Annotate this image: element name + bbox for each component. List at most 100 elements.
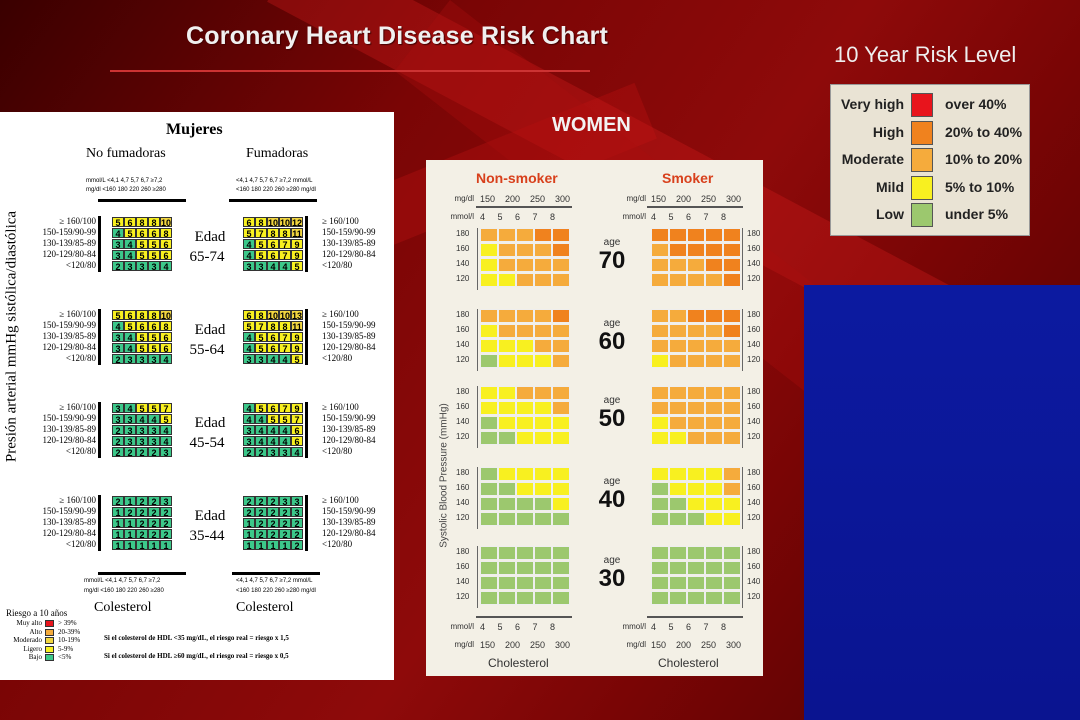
axis-tick-label: 200 bbox=[505, 640, 521, 650]
risk-cell bbox=[534, 386, 552, 400]
risk-cell: 2 bbox=[291, 529, 303, 540]
risk-cell: 3 bbox=[112, 343, 124, 354]
axis-tick-label: 4 bbox=[651, 622, 657, 632]
axis-tick-label: 6 bbox=[686, 622, 692, 632]
risk-cell: 5 bbox=[136, 403, 148, 414]
risk-cell bbox=[651, 546, 669, 560]
risk-cell bbox=[723, 228, 741, 242]
risk-cell: 3 bbox=[279, 496, 291, 507]
risk-cell bbox=[687, 591, 705, 605]
age-word: Edad bbox=[194, 508, 226, 524]
risk-cell bbox=[687, 512, 705, 526]
bp-band-label-left: ≥ 160/100 bbox=[59, 495, 96, 505]
bp-band-label-right: 120-129/80-84 bbox=[322, 528, 376, 538]
risk-cell: 8 bbox=[148, 217, 160, 228]
bp-band-label-right: 130-139/85-89 bbox=[322, 331, 376, 341]
risk-cell: 2 bbox=[136, 496, 148, 507]
risk-cell: 8 bbox=[160, 321, 172, 332]
risk-cell bbox=[552, 386, 570, 400]
risk-cell: 3 bbox=[136, 261, 148, 272]
risk-cell bbox=[687, 576, 705, 590]
axis-tick-label: 7 bbox=[532, 212, 538, 222]
risk-cell bbox=[705, 497, 723, 511]
bp-tick-label: 160 bbox=[747, 402, 761, 411]
axis-unit-label: mg/dl bbox=[454, 194, 474, 203]
risk-cell: 8 bbox=[267, 321, 279, 332]
axis-tick-label: 7 bbox=[532, 622, 538, 632]
risk-cell bbox=[651, 228, 669, 242]
risk-cell bbox=[552, 561, 570, 575]
risk-cell: 3 bbox=[112, 250, 124, 261]
footer-axis-bar bbox=[98, 572, 186, 575]
axis-tick-label: 8 bbox=[550, 212, 556, 222]
risk-legend-swatch bbox=[45, 645, 54, 653]
risk-cell bbox=[552, 354, 570, 368]
risk-cell: 9 bbox=[291, 403, 303, 414]
risk-cell bbox=[480, 467, 498, 481]
bp-axis-line bbox=[477, 546, 478, 608]
age-group-label: age 50 bbox=[591, 396, 633, 432]
chol-header-mmol: mmol/L <4,1 4,7 5,7 6,7 ≥7,2 bbox=[86, 178, 163, 184]
risk-cell: 6 bbox=[267, 332, 279, 343]
risk-cell: 4 bbox=[255, 414, 267, 425]
bp-tick-label: 180 bbox=[747, 387, 761, 396]
risk-cell bbox=[705, 546, 723, 560]
axis-unit-label: mg/dl bbox=[454, 640, 474, 649]
risk-cell: 10 bbox=[160, 217, 172, 228]
chol-header-mgdl: mg/dl <160 180 220 260 ≥280 bbox=[86, 187, 166, 193]
risk-cell: 7 bbox=[279, 343, 291, 354]
risk-cell bbox=[534, 561, 552, 575]
risk-cell bbox=[516, 243, 534, 257]
bp-band-label-left: <120/80 bbox=[65, 446, 96, 456]
age-value: 50 bbox=[598, 405, 626, 432]
risk-cell bbox=[552, 273, 570, 287]
bp-tick-label: 140 bbox=[456, 498, 470, 507]
risk-cell bbox=[552, 401, 570, 415]
risk-cell: 7 bbox=[160, 403, 172, 414]
bp-axis-line bbox=[742, 228, 743, 290]
risk-cell: 1 bbox=[160, 540, 172, 551]
english-risk-chart: Non-smoker Smoker Systolic Blood Pressur… bbox=[426, 160, 763, 676]
bp-band-label-right: 120-129/80-84 bbox=[322, 249, 376, 259]
risk-cell bbox=[480, 401, 498, 415]
risk-cell bbox=[705, 482, 723, 496]
risk-cell bbox=[669, 386, 687, 400]
risk-cell: 4 bbox=[112, 321, 124, 332]
risk-cell bbox=[516, 339, 534, 353]
risk-cell: 2 bbox=[112, 261, 124, 272]
axis-tick-label: 250 bbox=[530, 640, 546, 650]
risk-cell: 3 bbox=[243, 425, 255, 436]
legend-title: 10 Year Risk Level bbox=[834, 42, 1017, 67]
risk-cell: 4 bbox=[124, 250, 136, 261]
risk-cell bbox=[498, 309, 516, 323]
risk-cell bbox=[705, 339, 723, 353]
risk-cell bbox=[480, 431, 498, 445]
bp-band-label-left: 120-129/80-84 bbox=[42, 435, 97, 445]
risk-cell: 6 bbox=[267, 250, 279, 261]
risk-cell: 3 bbox=[112, 332, 124, 343]
risk-cell: 3 bbox=[112, 414, 124, 425]
bp-tick-label: 120 bbox=[747, 592, 761, 601]
bp-band-label-right: ≥ 160/100 bbox=[322, 309, 359, 319]
column-header-nonsmoker: No fumadoras bbox=[86, 146, 166, 161]
axis-tick-label: 4 bbox=[651, 212, 657, 222]
risk-cell: 4 bbox=[243, 403, 255, 414]
risk-cell bbox=[723, 546, 741, 560]
risk-cell bbox=[669, 561, 687, 575]
risk-cell bbox=[480, 324, 498, 338]
risk-cell: 6 bbox=[267, 403, 279, 414]
risk-cell: 4 bbox=[267, 436, 279, 447]
chol-footer-mgdl: <160 180 220 260 ≥280 mg/dl bbox=[236, 588, 316, 594]
bp-axis-line bbox=[477, 467, 478, 529]
axis-unit-label: mg/dl bbox=[626, 640, 646, 649]
risk-legend-swatch bbox=[45, 637, 54, 644]
risk-cell: 4 bbox=[267, 354, 279, 365]
risk-cell: 8 bbox=[255, 217, 267, 228]
risk-cell: 2 bbox=[243, 507, 255, 518]
risk-cell: 8 bbox=[136, 310, 148, 321]
bp-tick-label: 180 bbox=[747, 229, 761, 238]
risk-cell bbox=[687, 497, 705, 511]
age-group-label: Edad 35-44 bbox=[190, 506, 228, 546]
risk-cell: 4 bbox=[255, 436, 267, 447]
age-group-label: age 30 bbox=[591, 556, 633, 592]
